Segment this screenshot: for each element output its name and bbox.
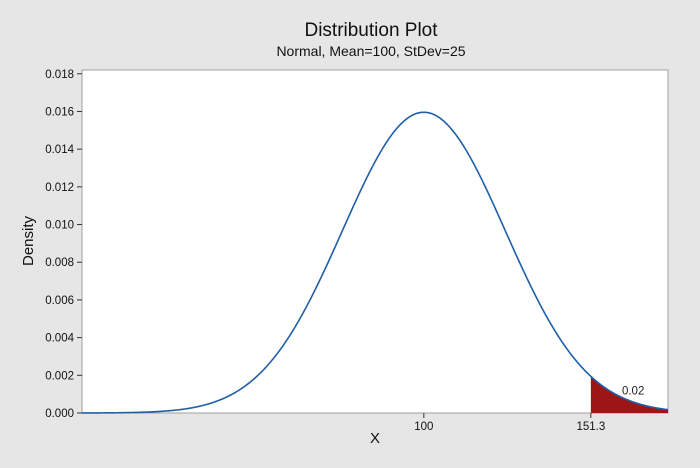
curve-group (81, 111, 669, 414)
shaded-tail-area (590, 376, 668, 413)
density-curve (81, 111, 669, 414)
y-axis-label: Density (20, 215, 37, 266)
y-tick-label: 0.016 (45, 106, 74, 118)
y-tick-label: 0.000 (45, 408, 74, 420)
chart-title: Distribution Plot (304, 20, 438, 41)
x-tick-label: 100 (414, 421, 433, 433)
y-tick-label: 0.006 (45, 295, 74, 307)
shaded-region-group (590, 376, 668, 413)
chart-subtitle: Normal, Mean=100, StDev=25 (276, 43, 465, 59)
y-tick-label: 0.002 (45, 370, 74, 382)
y-axis: 0.000 0.002 0.004 0.006 0.008 0.010 0.012 0.014… (45, 69, 82, 420)
x-tick-label: 151.3 (576, 421, 605, 433)
y-tick-label: 0.014 (45, 144, 74, 156)
y-tick-label: 0.008 (45, 257, 74, 269)
plot-area (81, 69, 669, 414)
x-axis-label: X (370, 430, 380, 447)
y-tick-label: 0.012 (45, 182, 74, 194)
y-tick-label: 0.018 (45, 69, 74, 81)
x-axis: 100 151.3 (414, 413, 605, 433)
y-tick-label: 0.010 (45, 220, 74, 232)
shaded-probability-label: 0.02 (622, 385, 644, 397)
y-tick-label: 0.004 (45, 333, 74, 345)
